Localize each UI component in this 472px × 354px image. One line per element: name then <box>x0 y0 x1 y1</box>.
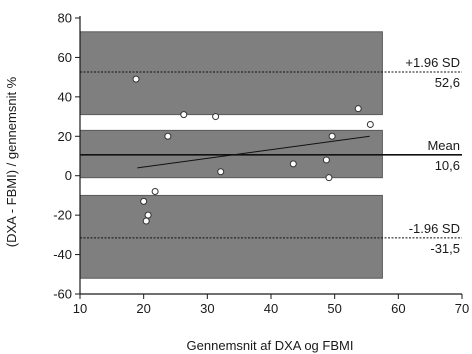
sd-band <box>79 31 383 116</box>
data-point <box>289 160 297 168</box>
data-points <box>132 75 374 225</box>
y-tick-label: -40 <box>53 247 72 262</box>
data-point <box>144 211 152 219</box>
y-tick-label: 20 <box>58 129 72 144</box>
y-tick-label: 80 <box>58 11 72 26</box>
x-tick-label: 50 <box>327 301 341 316</box>
x-tick-label: 10 <box>73 301 87 316</box>
axes: -60 -40 -20 0 20 40 60 80 10 20 30 40 50 60 70 <box>53 11 469 317</box>
data-point <box>132 75 140 83</box>
reference-value-label: 52,6 <box>435 75 460 90</box>
y-tick-label: 0 <box>65 168 72 183</box>
data-point <box>322 156 330 164</box>
data-point <box>212 113 220 121</box>
y-tick-label: -20 <box>53 208 72 223</box>
data-point <box>180 111 188 119</box>
y-axis-label: (DXA - FBMI) / gennemsnit % <box>4 76 19 247</box>
y-tick-label: -60 <box>53 287 72 302</box>
data-point <box>140 197 148 205</box>
x-tick-label: 60 <box>391 301 405 316</box>
x-tick-label: 70 <box>455 301 469 316</box>
data-point <box>328 132 336 140</box>
reference-labels: +1.96 SD 52,6 Mean 10,6 -1.96 SD -31,5 <box>405 55 460 256</box>
reference-value-label: -31,5 <box>430 241 460 256</box>
data-point <box>142 217 150 225</box>
y-tick-label: 40 <box>58 89 72 104</box>
reference-name-label: -1.96 SD <box>409 221 460 236</box>
x-tick-label: 30 <box>200 301 214 316</box>
x-tick-label: 40 <box>264 301 278 316</box>
reference-name-label: +1.96 SD <box>405 55 460 70</box>
regression-line <box>137 135 370 169</box>
y-tick-label: 60 <box>58 50 72 65</box>
reference-lines <box>80 71 462 239</box>
data-point <box>366 120 374 128</box>
data-point <box>354 105 362 113</box>
x-axis-label: Gennemsnit af DXA og FBMI <box>187 338 354 353</box>
reference-value-label: 10,6 <box>435 158 460 173</box>
data-point <box>217 168 225 176</box>
data-point <box>151 187 159 195</box>
reference-name-label: Mean <box>427 138 460 153</box>
x-tick-label: 20 <box>136 301 150 316</box>
sd-band <box>79 194 383 279</box>
data-point <box>325 174 333 182</box>
data-point <box>164 132 172 140</box>
sd-bands <box>79 31 383 279</box>
